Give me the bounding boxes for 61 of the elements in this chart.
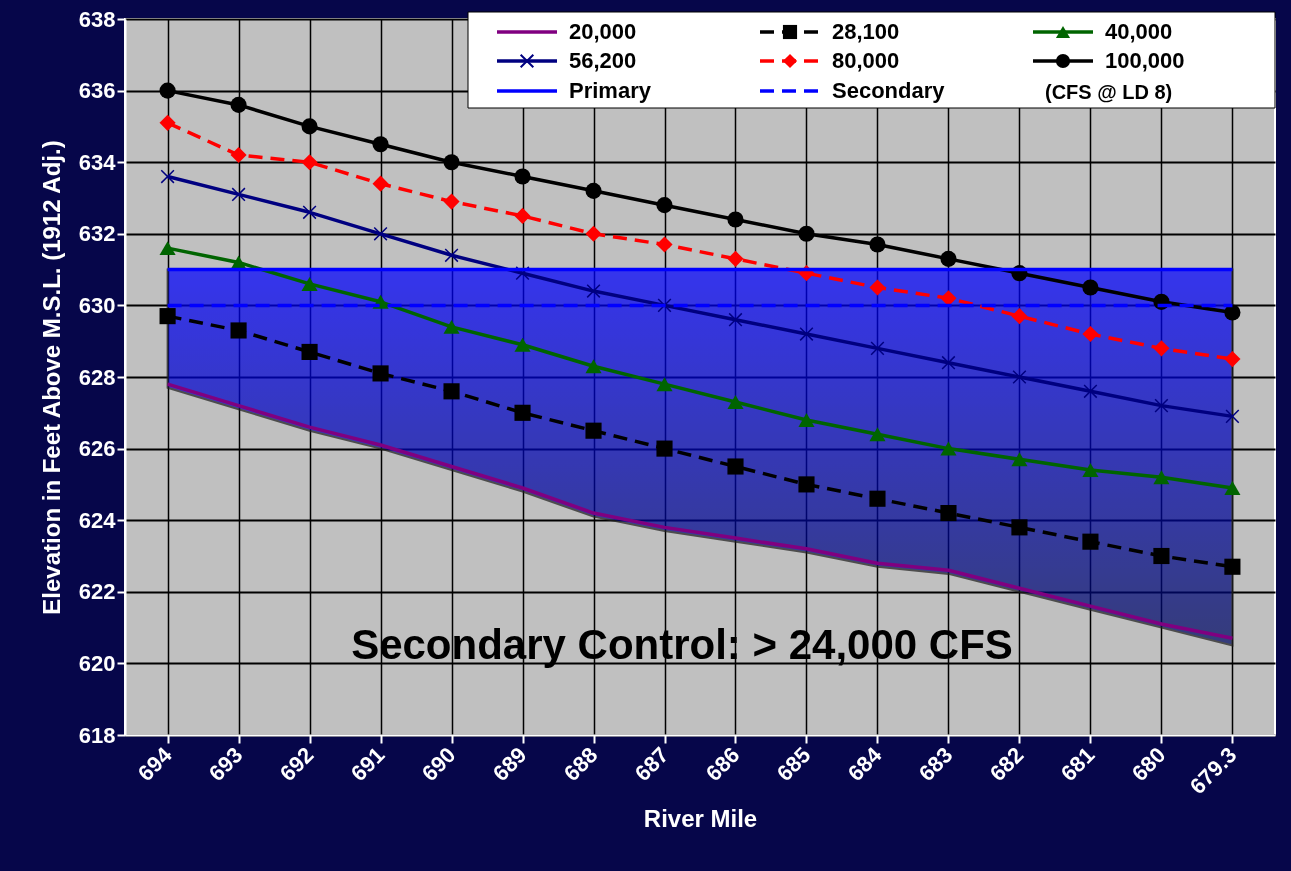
legend-label: 28,100 [832,19,900,44]
x-tick-label: 691 [345,742,390,786]
y-tick-label: 628 [78,364,116,390]
x-tick-label: 682 [984,742,1029,786]
point [941,355,956,370]
point [657,298,672,313]
point [1154,398,1169,413]
legend-title: (CFS @ LD 8) [1045,81,1173,103]
y-tick-label: 622 [78,579,116,605]
point [1083,384,1098,399]
x-tick-label: 680 [1126,742,1171,786]
legend-label: 20,000 [569,19,637,44]
y-tick-label: 630 [78,292,116,318]
y-tick-label: 634 [78,149,117,175]
y-tick-label: 638 [78,6,116,32]
y-axis-title: Elevation in Feet Above M.S.L. (1912 Adj.) [37,140,65,615]
x-tick-label: 687 [629,742,674,786]
x-tick-label: 683 [913,742,958,786]
y-tick-label: 636 [78,78,116,104]
point [1225,409,1240,424]
x-tick-label: 685 [771,742,816,786]
legend-label: Secondary [832,78,946,103]
x-axis-title: River Mile [643,805,758,833]
point [231,187,246,202]
x-tick-label: 681 [1055,742,1100,786]
point [444,248,459,263]
point [798,476,815,493]
y-tick-label: 624 [78,507,117,533]
point [514,404,531,421]
y-tick-label: 626 [78,436,116,462]
legend-label: 100,000 [1105,48,1185,73]
x-tick-label: 684 [842,741,887,786]
x-tick-label: 694 [132,741,178,786]
point [515,266,530,281]
x-tick-label: 686 [700,742,745,786]
x-tick-label: 690 [416,742,461,786]
x-tick-label: 688 [558,742,603,786]
point [940,504,957,522]
point [727,458,744,475]
legend-label: 56,200 [569,48,637,73]
legend-label: Primary [569,78,652,103]
point [728,312,743,327]
point [1011,519,1028,536]
x-tick-label: 693 [203,742,248,786]
point [1224,558,1241,575]
point [373,226,388,241]
legend-label: 40,000 [1105,19,1173,44]
y-tick-label: 632 [78,221,116,247]
y-tick-label: 620 [78,650,116,676]
point [372,365,389,382]
point [799,326,814,342]
x-tick-label: 689 [487,742,532,786]
point [1012,369,1027,385]
point [586,284,601,299]
point [160,169,175,184]
point [585,422,602,439]
point [870,341,885,356]
legend-label: 80,000 [832,48,900,73]
point [302,205,317,220]
x-tick-label: 692 [274,742,319,786]
y-tick-label: 618 [78,722,116,748]
